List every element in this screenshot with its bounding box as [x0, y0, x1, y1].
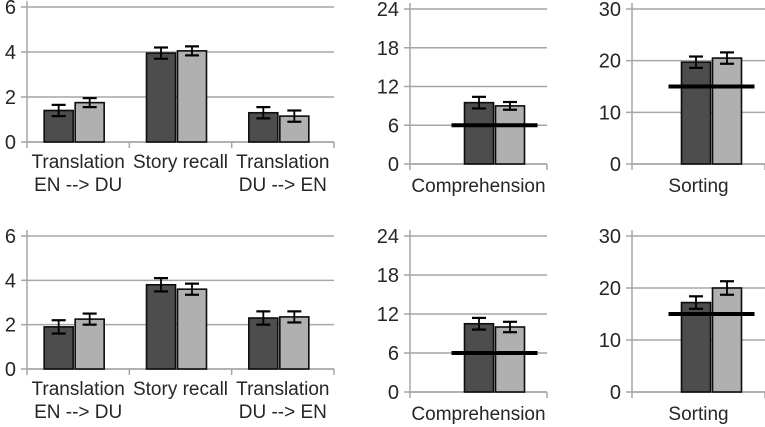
y-tick-label: 0: [5, 132, 16, 154]
category-label: Comprehension: [411, 404, 545, 425]
category-label: EN --> DU: [34, 402, 122, 423]
bar-light: [74, 101, 105, 143]
bar-light: [494, 326, 526, 393]
error-bar: [689, 295, 703, 310]
chart-svg: 0 6 12 18 24 Comprehension: [377, 0, 548, 197]
y-tick-label: 6: [388, 343, 399, 365]
y-tick-label: 4: [5, 42, 16, 64]
category-label: Story recall: [133, 379, 228, 400]
category-label: DU --> EN: [239, 402, 327, 423]
error-bar: [256, 106, 271, 120]
chart-svg: 0 10 20 30 Sorting: [599, 0, 765, 197]
category-label: Translation: [236, 379, 329, 400]
y-tick-label: 4: [5, 270, 16, 292]
y-tick-label: 2: [5, 315, 16, 337]
error-bar: [82, 97, 97, 109]
error-bar: [472, 95, 486, 110]
error-bar: [287, 310, 302, 324]
error-bar: [503, 100, 517, 111]
y-tick-label: 10: [599, 102, 621, 124]
chart-panel-row-2-col-1: 0 2 4 6 Translation EN --> DU Story recall Tran…: [0, 213, 352, 427]
y-tick-label: 0: [388, 382, 399, 404]
y-tick-label: 0: [388, 154, 399, 176]
y-tick-label: 30: [599, 226, 621, 248]
bar-dark: [680, 61, 712, 165]
chart-panel-row-2-col-2: 0 6 12 18 24 Comprehension: [360, 213, 558, 427]
error-bar: [256, 310, 271, 326]
y-tick-label: 6: [388, 115, 399, 137]
y-tick-label: 2: [5, 87, 16, 109]
error-bar: [185, 282, 199, 296]
bar-light: [176, 50, 208, 143]
error-bar: [154, 277, 168, 293]
chart-panel-row-1-col-1: 0 2 4 6 Translation EN --> DU Story recall Tran…: [0, 0, 352, 213]
y-tick-label: 10: [599, 330, 621, 352]
category-label: Translation: [32, 152, 125, 173]
error-bar: [720, 280, 734, 296]
bar-light: [176, 288, 208, 370]
bar-light: [279, 115, 310, 143]
bar-dark: [145, 283, 177, 370]
chart-panel-row-1-col-3: 0 10 20 30 Sorting: [570, 0, 765, 213]
bar-dark: [43, 109, 74, 143]
bar-dark: [248, 317, 279, 370]
y-tick-label: 24: [377, 0, 399, 21]
y-tick-label: 6: [5, 226, 16, 248]
category-label: Translation: [32, 379, 125, 400]
chart-svg: 0 6 12 18 24 Comprehension: [377, 226, 548, 425]
category-label: Comprehension: [411, 176, 545, 197]
bar-dark: [463, 101, 495, 165]
category-label: DU --> EN: [239, 175, 327, 196]
category-label: EN --> DU: [34, 175, 122, 196]
error-bar: [51, 103, 66, 118]
chart-panel-row-2-col-3: 0 10 20 30 Sorting: [570, 213, 765, 427]
bar-dark: [145, 52, 177, 143]
y-tick-label: 24: [377, 226, 399, 248]
y-tick-label: 30: [599, 0, 621, 21]
category-label: Story recall: [133, 152, 228, 173]
y-tick-label: 12: [377, 77, 399, 99]
error-bar: [472, 316, 486, 331]
y-tick-label: 0: [610, 154, 621, 176]
error-bar: [82, 312, 97, 326]
error-bar: [287, 109, 302, 123]
y-tick-label: 20: [599, 278, 621, 300]
bar-dark: [680, 301, 712, 393]
y-tick-label: 18: [377, 38, 399, 60]
y-tick-label: 12: [377, 304, 399, 326]
chart-panel-row-1-col-2: 0 6 12 18 24 Comprehension: [360, 0, 558, 213]
y-tick-label: 20: [599, 51, 621, 73]
error-bar: [185, 45, 199, 57]
bar-light: [494, 105, 526, 165]
bar-light: [279, 316, 310, 370]
error-bar: [154, 46, 168, 60]
category-label: Sorting: [668, 404, 728, 425]
category-label: Sorting: [668, 176, 728, 197]
y-tick-label: 6: [5, 0, 16, 19]
chart-svg: 0 10 20 30 Sorting: [599, 226, 765, 425]
bar-dark: [463, 322, 495, 393]
error-bar: [51, 319, 66, 335]
y-tick-label: 0: [5, 359, 16, 381]
error-bar: [689, 55, 703, 70]
category-label: Translation: [236, 152, 329, 173]
bar-light: [74, 318, 105, 370]
y-tick-label: 18: [377, 265, 399, 287]
bar-light: [711, 57, 743, 165]
error-bar: [720, 51, 734, 65]
y-tick-label: 0: [610, 382, 621, 404]
error-bar: [503, 320, 517, 334]
bar-light: [711, 287, 743, 393]
